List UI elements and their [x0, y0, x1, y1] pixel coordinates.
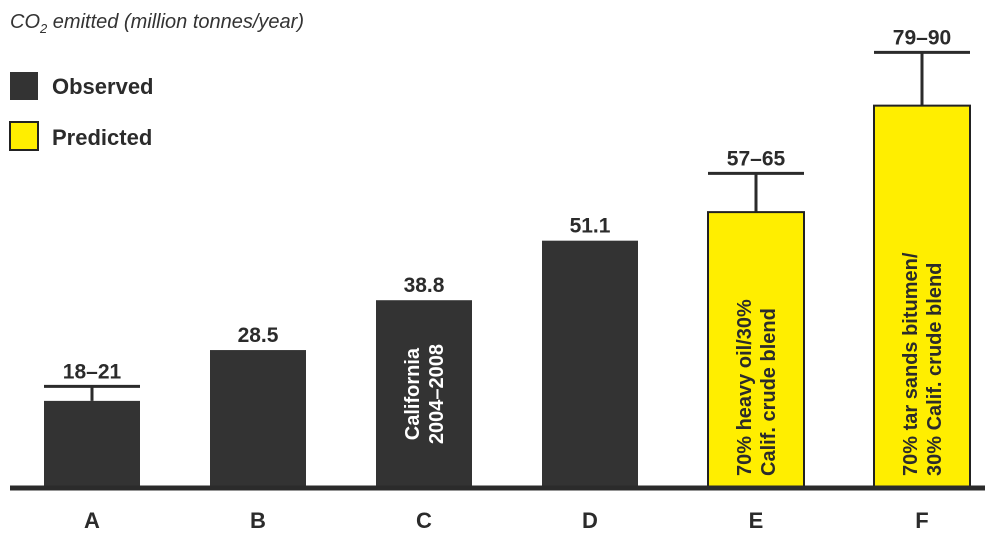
bar-annotation-f-1: 70% tar sands bitumen/ — [900, 252, 922, 476]
value-label-b: 28.5 — [238, 324, 279, 347]
y-axis-title-sub: 2 — [39, 21, 48, 36]
category-label-b: B — [250, 508, 266, 533]
value-label-f: 79–90 — [893, 26, 951, 49]
y-axis-title-post: emitted (million tonnes/year) — [47, 11, 304, 33]
category-label-f: F — [915, 508, 928, 533]
bar-b — [210, 350, 306, 488]
bar-annotation-e-2: Calif. crude blend — [758, 308, 780, 476]
bars-group: 18–21 A 28.5 B 38.8 C California 2004–2008 51.1 D… — [44, 26, 971, 533]
bar-f — [873, 104, 971, 489]
bar-annotation-c-2: 2004–2008 — [426, 344, 448, 444]
bar-annotation-c-1: California — [402, 347, 424, 440]
value-label-e: 57–65 — [727, 147, 786, 170]
bar-d — [542, 240, 638, 488]
value-label-d: 51.1 — [570, 215, 611, 238]
bar-annotation-f-2: 30% Calif. crude blend — [924, 263, 946, 476]
bar-c — [376, 300, 472, 488]
bar-a — [44, 400, 140, 488]
legend-label-predicted: Predicted — [52, 125, 152, 150]
category-label-c: C — [416, 508, 432, 533]
legend-swatch-observed — [10, 72, 38, 100]
category-label-e: E — [749, 508, 764, 533]
bar-annotation-e-1: 70% heavy oil/30% — [734, 299, 756, 476]
y-axis-title-pre: CO — [10, 11, 40, 33]
legend-label-observed: Observed — [52, 74, 154, 99]
category-label-d: D — [582, 508, 598, 533]
category-label-a: A — [84, 508, 100, 533]
value-label-a: 18–21 — [63, 360, 122, 383]
y-axis-title: CO2 emitted (million tonnes/year) — [10, 11, 304, 36]
legend-swatch-predicted — [9, 121, 39, 151]
bar-e — [707, 211, 805, 489]
value-label-c: 38.8 — [404, 274, 445, 297]
